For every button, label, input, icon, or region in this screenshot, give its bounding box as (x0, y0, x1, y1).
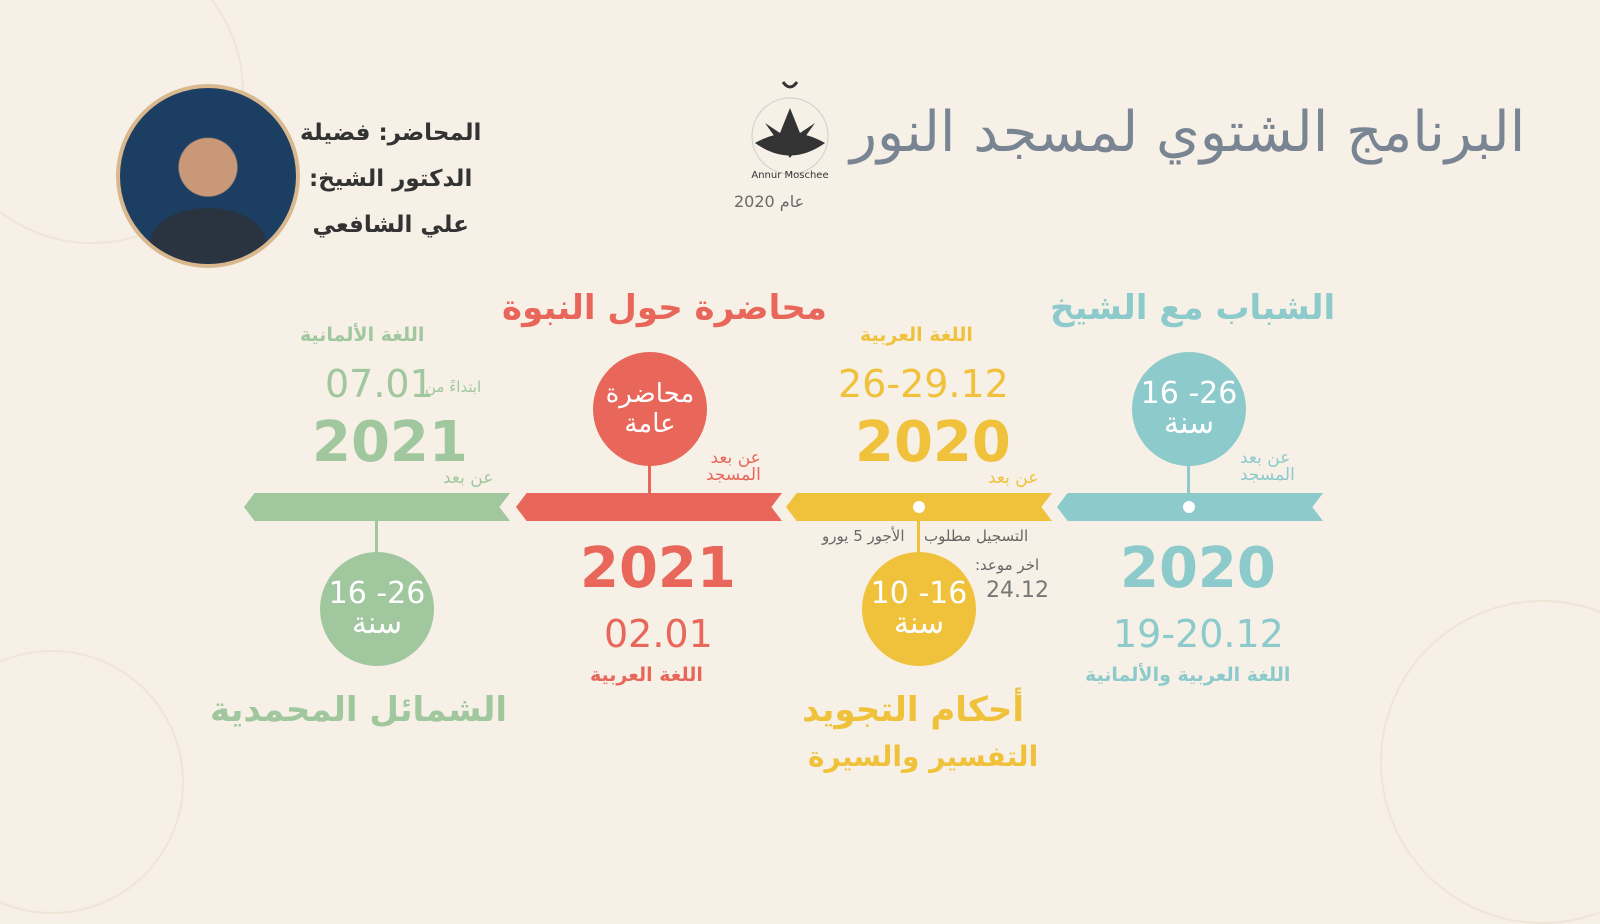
page-title: البرنامج الشتوي لمسجد النور (850, 100, 1526, 165)
event-4-dates: 07.01 (325, 362, 434, 406)
timeline-segment-3 (516, 493, 782, 521)
speaker-line-2: الدكتور الشيخ: (309, 166, 473, 192)
event-2-deadline-label: اخر موعد: (975, 556, 1040, 574)
event-2-title: أحكام التجويد (802, 690, 1024, 730)
event-4-age-circle: 16 -26 سنة (320, 552, 434, 666)
speaker-info: المحاضر: فضيلة الدكتور الشيخ: علي الشافع… (300, 110, 481, 248)
event-2-fee: الأجور 5 يورو (822, 527, 905, 545)
timeline-segment-4 (244, 493, 510, 521)
event-1-title: الشباب مع الشيخ (1050, 288, 1336, 328)
event-4-language: اللغة الألمانية (300, 324, 425, 346)
logo-text: Annur Moschee (751, 170, 828, 181)
event-1-dates: 19-20.12 (1113, 612, 1284, 656)
event-2-subtitle: التفسير والسيرة (808, 740, 1039, 773)
event-2-mode: عن بعد (988, 468, 1039, 488)
event-2-registration: التسجيل مطلوب (924, 527, 1029, 545)
speaker-line-3: علي الشافعي (312, 212, 469, 238)
event-4-title: الشمائل المحمدية (210, 690, 508, 730)
event-2-deadline: 24.12 (986, 578, 1049, 603)
event-3-title: محاضرة حول النبوة (502, 288, 827, 328)
event-2-age-circle: 10 -16 سنة (862, 552, 976, 666)
event-3-mode: عن بعد المسجد (706, 448, 761, 485)
event-2-year: 2020 (855, 410, 1011, 475)
event-1-language: اللغة العربية والألمانية (1085, 664, 1291, 686)
event-1-mode: عن بعد المسجد (1240, 448, 1295, 485)
event-3-dates: 02.01 (604, 612, 713, 656)
annur-mosque-logo: Annur Moschee (735, 78, 845, 183)
age: 16 -26 (1140, 376, 1238, 411)
speaker-photo (116, 84, 300, 268)
speaker-line-1: المحاضر: فضيلة (300, 120, 482, 146)
event-1-year: 2020 (1120, 536, 1276, 601)
event-4-mode: عن بعد (443, 468, 494, 488)
event-4-start-label: ابتداءً من (425, 378, 482, 396)
event-4-year: 2021 (312, 410, 468, 475)
age-unit: سنة (1163, 406, 1215, 441)
event-2-language: اللغة العربية (860, 324, 973, 346)
event-2-dates: 26-29.12 (838, 362, 1009, 406)
event-3-year: 2021 (580, 536, 736, 601)
event-3-circle: محاضرة عامة (593, 352, 707, 466)
event-1-age-circle: 16 -26 سنة (1132, 352, 1246, 466)
year-label: عام 2020 (734, 192, 805, 211)
event-3-language: اللغة العربية (590, 664, 703, 686)
